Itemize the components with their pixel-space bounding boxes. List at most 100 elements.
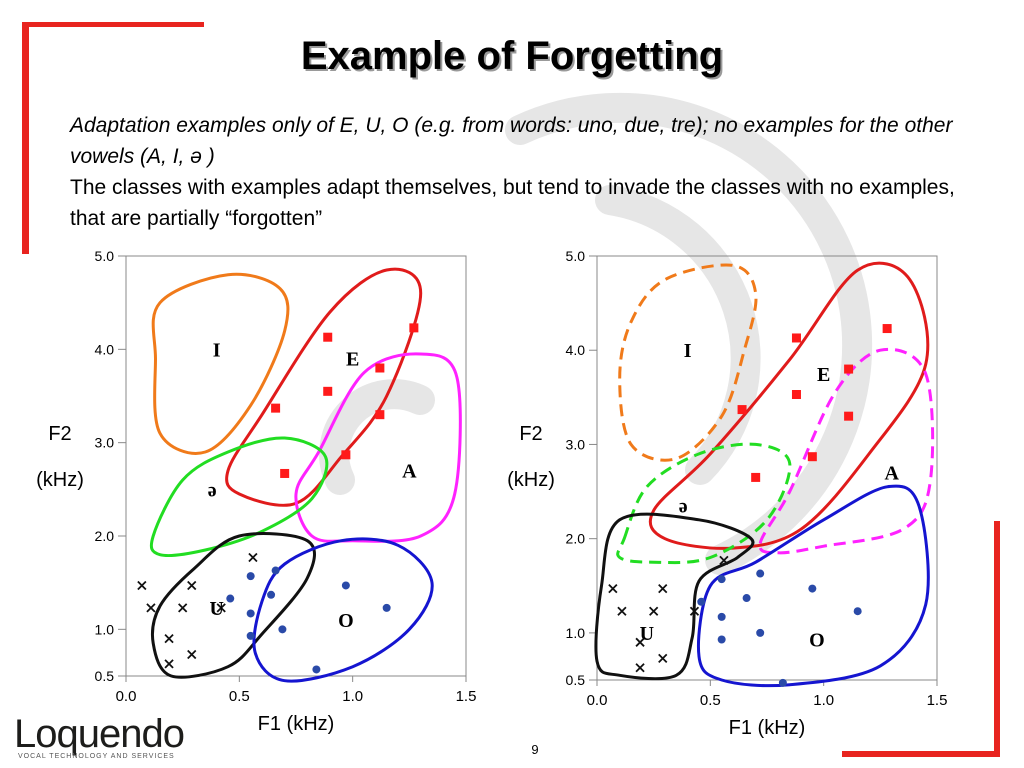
chart1-square-marker [280,468,290,478]
chart1-region-A [294,352,462,543]
chart1-x-tick-label: 1.5 [456,688,477,705]
chart1-y-tick-label: 0.5 [95,668,115,684]
chart1-cross-marker [146,603,156,613]
chart1-y-tick-label: 3.0 [95,435,115,451]
chart2-square-marker [882,324,892,334]
chart1-y-tick-label: 4.0 [95,341,115,357]
chart1-cross-marker [248,552,258,563]
logo-tagline: VOCAL TECHNOLOGY AND SERVICES [18,753,175,760]
chart2-x-tick-label: 1.0 [813,692,834,709]
page-number: 9 [531,742,539,757]
chart2-square-marker [751,472,761,482]
chart2-circle-marker [756,569,765,578]
chart2-class-label-E: E [817,364,830,386]
chart2-x-tick-label: 0.5 [700,692,721,709]
chart1-class-label-E: E [346,349,359,371]
chart2-y-tick-label: 0.5 [566,672,586,688]
slide-title: Example of Forgetting [300,34,724,78]
chart2-square-marker [844,364,854,374]
description-line-2: The classes with examples adapt themselv… [70,176,955,230]
chart2-cross-marker [617,606,627,616]
loquendo-logo: Loquendo VOCAL TECHNOLOGY AND SERVICES [14,712,185,760]
chart2-circle-marker [717,635,726,644]
chart2-circle-marker [808,584,817,593]
chart2-x-tick-label: 1.5 [927,692,948,709]
chart1-class-label-schwa: ə [208,479,217,501]
chart1-x-tick-label: 1.0 [342,688,363,705]
chart2-y-axis-label-line2: (kHz) [507,469,555,491]
chart2-cross-marker [649,606,659,616]
chart1-cross-marker [216,603,226,613]
chart1-cross-marker [164,634,174,644]
chart2-y-axis-label-line1: F2 [519,423,542,445]
chart2-cross-marker [719,555,729,565]
chart2-circle-marker [742,594,751,603]
chart2-circle-marker [717,612,726,621]
decor-bar-horizontal-top [22,22,204,27]
chart1-y-tick-label: 2.0 [95,528,115,544]
chart2-square-marker [737,405,747,415]
chart2-cross-marker [689,606,700,616]
chart1-square-marker [375,363,385,373]
description-line-1: Adaptation examples only of E, U, O (e.g… [70,114,953,168]
chart1-circle-marker [271,566,280,575]
chart2-region-A [758,347,935,555]
chart2-square-marker [791,333,801,343]
chart1-circle-marker [246,572,255,581]
chart2-class-label-O: O [809,629,825,651]
chart1-circle-marker [312,665,321,674]
chart2-class-label-A: A [884,463,899,485]
chart2-circle-marker [697,597,706,606]
chart1-class-label-O: O [338,610,354,632]
chart2-y-tick-label: 3.0 [566,436,586,452]
chart1-region-E [225,267,423,507]
chart1-circle-marker [267,590,276,599]
chart1-class-label-U: U [209,598,223,620]
chart2-square-marker [844,411,854,421]
chart2-circle-marker [778,678,787,687]
chart1-class-label-A: A [402,461,417,483]
chart2-cross-marker [635,637,645,647]
chart1-y-tick-label: 5.0 [95,248,115,264]
decor-bar-horizontal-bottom [842,751,1000,757]
chart1-y-axis-label-line2: (kHz) [36,469,84,491]
chart1-circle-marker [226,594,235,603]
chart2-y-tick-label: 2.0 [566,531,586,547]
chart2-cross-marker [608,583,618,594]
chart1-y-tick-label: 1.0 [95,621,115,637]
chart2-y-tick-label: 4.0 [566,342,586,358]
chart1-cross-marker [187,580,197,591]
chart1-circle-marker [382,603,391,612]
chart1-cross-marker [164,659,174,669]
chart2-region-I [618,263,758,462]
chart2-y-tick-label: 5.0 [566,248,586,264]
slide-description: Adaptation examples only of E, U, O (e.g… [70,110,970,234]
chart2-region-E [648,261,930,550]
chart2-region-schwa [616,442,792,565]
chart1-square-marker [409,323,419,333]
logo-wordmark: Loquendo [14,712,185,756]
chart1-square-marker [323,386,333,396]
chart1-region-schwa [149,436,329,557]
chart2-class-label-schwa: ə [679,496,688,518]
chart1-cross-marker [178,603,188,613]
chart1-region-I [151,272,290,455]
chart2-circle-marker [756,628,765,637]
chart1-region-O [252,537,434,683]
chart1-cross-marker [187,649,197,660]
chart2-x-axis-label: F1 (kHz) [729,717,806,739]
chart2-region-O [697,484,930,688]
chart1-square-marker [323,332,333,342]
chart2-cross-marker [658,653,668,663]
chart1-x-tick-label: 0.0 [116,688,137,705]
decor-bar-vertical-top [22,22,29,254]
chart1-y-axis-label-line1: F2 [48,423,71,445]
chart2-class-label-U: U [640,623,654,645]
chart2-class-label-I: I [684,340,692,362]
chart1-x-axis-label: F1 (kHz) [258,713,335,735]
chart1-x-tick-label: 0.5 [229,688,250,705]
chart1-square-marker [375,410,385,420]
chart2-y-tick-label: 1.0 [566,625,586,641]
chart1-square-marker [341,450,351,460]
